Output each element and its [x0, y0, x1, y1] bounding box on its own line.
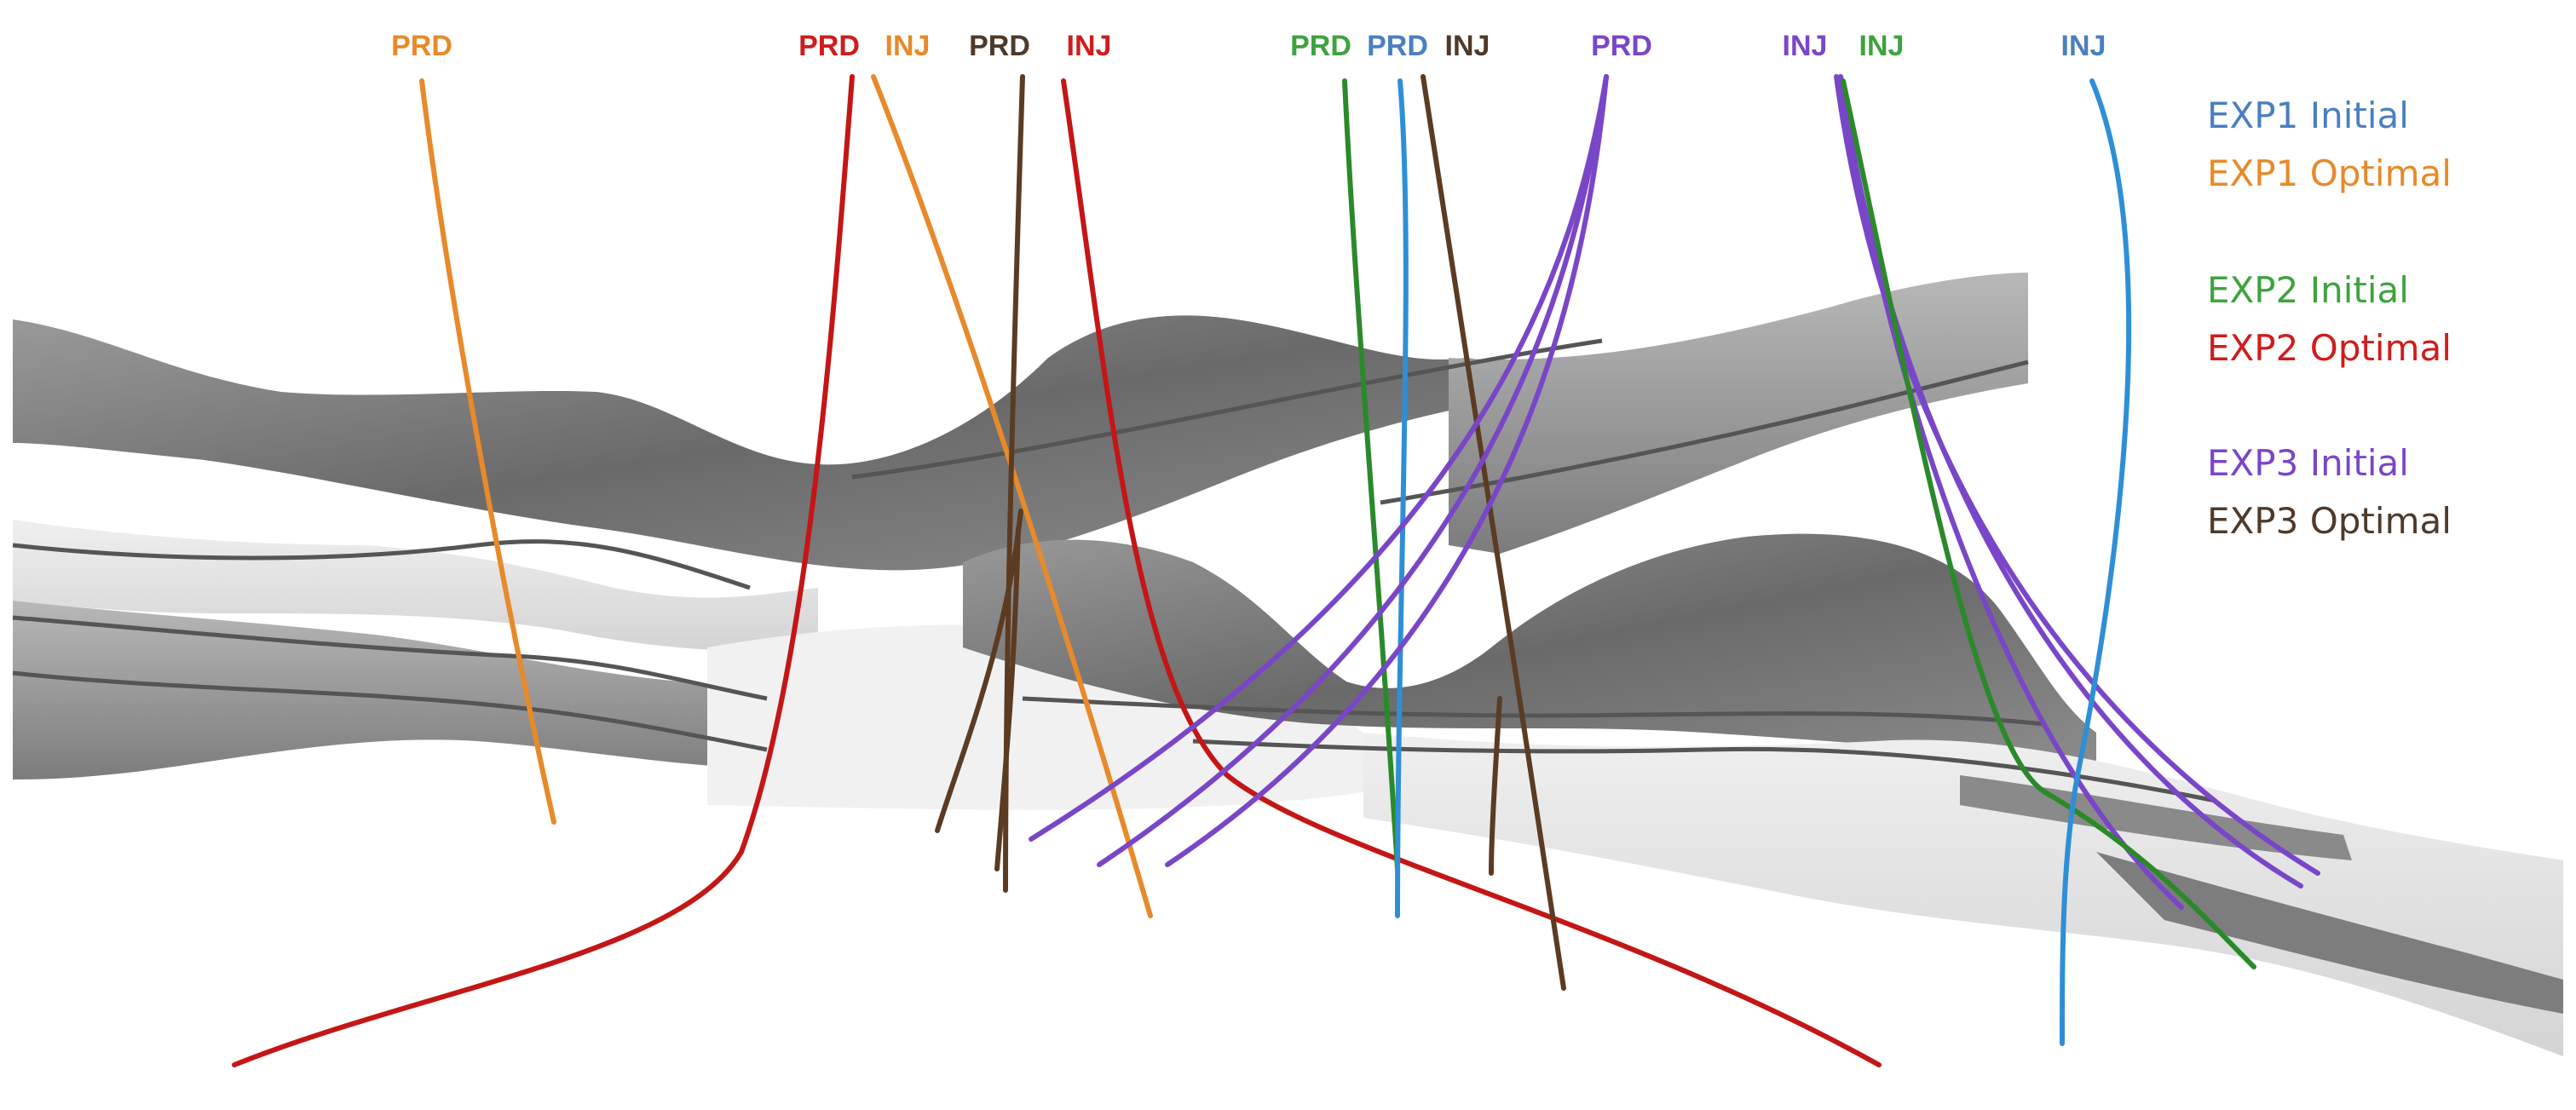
well-label-exp3-initial-inj: INJ: [1783, 30, 1828, 62]
reservoir-layer-upper-right: [1449, 273, 2028, 554]
legend-exp3-initial: EXP3 Initial: [2207, 442, 2409, 484]
legend-exp2-initial: EXP2 Initial: [2207, 269, 2409, 311]
well-exp3-optimal-inj-branch: [1489, 696, 1502, 876]
legend-exp3-optimal: EXP3 Optimal: [2207, 500, 2452, 542]
well-exp1-optimal-inj: [871, 74, 1153, 918]
well-label-exp1-initial-inj: INJ: [2061, 30, 2106, 62]
well-label-exp3-optimal-prd: PRD: [969, 30, 1030, 62]
well-exp3-initial-prd-3: [1165, 74, 1609, 867]
well-label-exp3-optimal-inj: INJ: [1445, 30, 1490, 62]
well-exp2-optimal-inj: [1061, 78, 1882, 1067]
reservoir-streaks: [12, 338, 2216, 803]
legend-exp1-initial: EXP1 Initial: [2207, 95, 2409, 136]
well-exp3-initial-prd-2: [1097, 74, 1609, 867]
well-exp1-initial-prd: [1395, 78, 1409, 918]
well-label-exp2-optimal-inj: INJ: [1067, 30, 1112, 62]
well-exp3-initial-inj-3: [1838, 74, 2184, 910]
well-label-exp2-optimal-prd: PRD: [798, 30, 860, 62]
reservoir-layer-upper-left: [13, 315, 1500, 571]
well-exp2-initial-prd: [1342, 78, 1400, 871]
legend-exp2-optimal: EXP2 Optimal: [2207, 327, 2452, 369]
well-label-exp3-initial-prd: PRD: [1591, 30, 1652, 62]
well-exp3-optimal-inj: [1421, 74, 1566, 991]
reservoir-layer-white-band: [13, 520, 818, 651]
legend-exp1-optimal: EXP1 Optimal: [2207, 152, 2452, 194]
reservoir-layer-lower-left: [13, 601, 818, 779]
well-exp1-optimal-prd: [419, 78, 556, 825]
well-label-exp2-initial-prd: PRD: [1290, 30, 1351, 62]
well-label-exp1-initial-prd: PRD: [1367, 30, 1428, 62]
legend: EXP1 Initial EXP1 Optimal EXP2 Initial E…: [2207, 95, 2452, 542]
well-trajectories: [232, 74, 2320, 1067]
well-labels: PRD PRD INJ PRD INJ PRD PRD INJ PRD INJ …: [391, 30, 2106, 62]
reservoir-streak-right-1: [2096, 852, 2563, 1014]
well-label-exp1-optimal-inj: INJ: [885, 30, 931, 62]
well-exp1-initial-inj: [2060, 78, 2132, 1046]
well-exp2-initial-inj: [1841, 78, 2256, 969]
well-label-exp2-initial-inj: INJ: [1859, 30, 1905, 62]
well-exp3-optimal-prd-branch-1: [935, 509, 1023, 833]
well-exp3-optimal-prd-branch-2: [994, 526, 1021, 871]
reservoir-layer-lower-right: [1363, 733, 2563, 1056]
reservoir-streak-right-2: [1960, 775, 2352, 860]
reservoir-model: [12, 273, 2563, 1056]
well-label-exp1-optimal-prd: PRD: [391, 30, 452, 62]
well-exp2-optimal-prd: [232, 74, 855, 1067]
